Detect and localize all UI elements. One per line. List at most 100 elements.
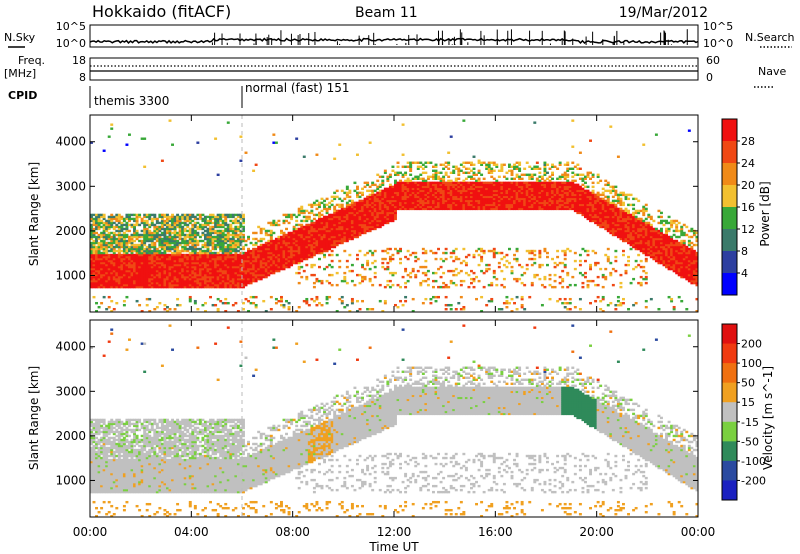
- power-cell: [320, 243, 324, 247]
- power-cell: [523, 187, 527, 191]
- power-cell: [482, 201, 486, 205]
- power-cell: [538, 253, 542, 257]
- power-cell: [406, 179, 410, 183]
- power-cell: [214, 239, 218, 243]
- power-cell: [247, 271, 250, 275]
- power-cell: [171, 239, 174, 243]
- power-cell: [345, 221, 349, 225]
- power-cell: [401, 191, 405, 195]
- power-cell: [485, 183, 489, 187]
- power-cell: [244, 275, 248, 279]
- power-cell: [155, 269, 159, 273]
- power-cell: [158, 281, 162, 285]
- power-cell: [168, 233, 172, 237]
- power-cell: [518, 167, 522, 170]
- power-cell: [356, 205, 359, 209]
- power-cell: [193, 237, 197, 241]
- power-cell: [231, 261, 235, 265]
- power-cell: [239, 275, 243, 279]
- power-cell: [130, 265, 134, 269]
- power-cell: [287, 247, 291, 251]
- power-cell: [168, 239, 172, 243]
- power-cell: [439, 205, 443, 209]
- power-cell: [168, 279, 172, 283]
- power-cell: [388, 195, 392, 199]
- power-cell: [143, 137, 147, 140]
- power-cell: [138, 277, 142, 281]
- power-cell: [107, 237, 111, 241]
- power-cell: [467, 203, 471, 207]
- power-cell: [477, 195, 481, 199]
- power-cell: [363, 231, 367, 235]
- power-cell: [378, 217, 382, 221]
- power-cell: [122, 251, 126, 255]
- power-cell: [394, 189, 397, 193]
- power-cell: [353, 189, 357, 193]
- power-cell: [396, 173, 400, 177]
- power-cell: [171, 143, 174, 146]
- power-cell: [173, 221, 177, 225]
- power-cell: [148, 239, 152, 243]
- power-cell: [282, 221, 286, 225]
- power-cell: [383, 249, 387, 253]
- power-cell: [530, 175, 534, 179]
- power-cell: [523, 197, 527, 201]
- power-cell: [305, 217, 309, 221]
- power-cell: [191, 275, 195, 279]
- power-cell: [188, 297, 192, 301]
- power-cell: [361, 229, 364, 233]
- power-cell: [102, 263, 106, 267]
- power-cell: [500, 165, 504, 168]
- power-cell: [269, 259, 273, 263]
- power-cell: [338, 197, 342, 201]
- power-cell: [160, 221, 164, 225]
- power-cell: [277, 223, 281, 227]
- power-cell: [259, 275, 263, 279]
- power-cell: [155, 233, 159, 237]
- power-cell: [107, 285, 111, 289]
- power-cell: [533, 187, 537, 191]
- power-cell: [178, 275, 182, 279]
- power-cell: [295, 245, 299, 249]
- power-cell: [105, 277, 109, 281]
- power-cell: [153, 281, 157, 285]
- power-cell: [345, 231, 349, 235]
- power-cell: [383, 199, 387, 203]
- power-cell: [300, 275, 304, 279]
- power-cell: [229, 223, 233, 227]
- power-cell: [373, 183, 377, 187]
- power-cell: [242, 263, 245, 267]
- power-cell: [513, 205, 516, 209]
- power-cell: [153, 235, 157, 239]
- power-cell: [188, 271, 192, 275]
- power-cell: [274, 253, 278, 257]
- power-cell: [110, 123, 114, 126]
- power-cell: [110, 219, 114, 223]
- power-cell: [487, 191, 491, 195]
- power-cell: [480, 199, 484, 203]
- power-cell: [277, 243, 281, 247]
- power-cell: [272, 243, 276, 247]
- power-cell: [244, 269, 248, 273]
- power-cell: [234, 261, 238, 265]
- power-cell: [523, 173, 527, 177]
- power-cell: [211, 269, 215, 273]
- power-cell: [166, 267, 169, 271]
- power-cell: [368, 225, 372, 229]
- power-cell: [434, 191, 438, 195]
- power-cell: [305, 235, 309, 239]
- power-cell: [115, 229, 119, 233]
- power-cell: [204, 259, 207, 263]
- power-cell: [373, 195, 377, 199]
- power-cell: [163, 251, 167, 255]
- power-cell: [475, 181, 478, 185]
- power-cell: [221, 267, 225, 271]
- power-cell: [515, 195, 519, 199]
- power-cell: [350, 229, 354, 233]
- power-cell: [411, 181, 415, 185]
- power-cell: [110, 243, 114, 247]
- power-cell: [470, 205, 473, 209]
- power-cell: [209, 251, 212, 255]
- power-cell: [143, 241, 147, 245]
- power-cell: [371, 307, 375, 311]
